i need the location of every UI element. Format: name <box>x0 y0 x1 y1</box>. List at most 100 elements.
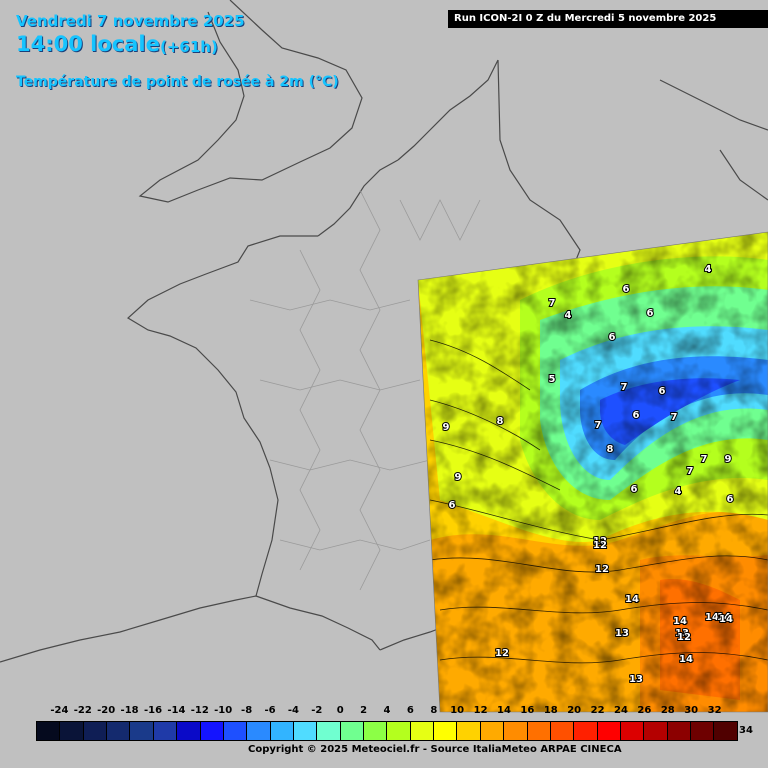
contour-label: 12 <box>495 648 509 659</box>
parameter-title: Température de point de rosée à 2m (°C) <box>16 74 339 90</box>
contour-label: 14 <box>717 612 731 623</box>
legend-swatch <box>457 722 481 740</box>
legend-tick-label: 20 <box>567 705 582 716</box>
legend-swatch <box>60 722 84 740</box>
legend-tick-label: -12 <box>190 705 209 716</box>
legend-swatch <box>434 722 458 740</box>
domain-outline <box>417 231 768 713</box>
legend-swatch <box>293 722 318 740</box>
forecast-date: Vendredi 7 novembre 2025 <box>16 12 245 30</box>
legend-swatch <box>597 722 621 740</box>
legend-swatch <box>504 722 528 740</box>
contour-label: 8 <box>497 416 504 427</box>
contour-label: 12 <box>593 540 607 551</box>
legend-tick-label: -4 <box>287 705 299 716</box>
legend-swatch <box>714 722 737 740</box>
contour-label: 6 <box>647 308 654 319</box>
color-legend <box>36 721 738 741</box>
legend-swatch <box>83 722 108 740</box>
legend-tick-label: -8 <box>241 705 253 716</box>
department-borders <box>249 189 481 591</box>
legend-swatch <box>387 722 411 740</box>
contour-label: 14 <box>625 594 639 605</box>
contour-label: 6 <box>449 500 456 511</box>
contour-label: 6 <box>609 332 616 343</box>
legend-tick-label: 32 <box>707 705 722 716</box>
legend-swatch <box>410 722 435 740</box>
legend-tick-label: 6 <box>406 705 414 716</box>
legend-tick-label: 2 <box>360 705 368 716</box>
contour-label: 9 <box>443 422 450 433</box>
contour-label: 5 <box>549 374 556 385</box>
legend-tick-label: 4 <box>383 705 391 716</box>
contour-label: 14 <box>705 612 719 623</box>
run-info-text: Run ICON-2I 0 Z du Mercredi 5 novembre 2… <box>454 13 717 24</box>
contour-label: 4 <box>675 486 682 497</box>
legend-swatch <box>620 722 645 740</box>
contour-label: 6 <box>623 284 630 295</box>
contour-label: 6 <box>727 494 734 505</box>
legend-last-label: 34 <box>739 725 753 736</box>
legend-tick-label: 16 <box>520 705 535 716</box>
contour-label: 6 <box>659 386 666 397</box>
legend-tick-label: 10 <box>450 705 465 716</box>
legend-tick-label: -10 <box>214 705 233 716</box>
legend-swatch <box>223 722 248 740</box>
legend-ticks: -24 -22 -20 -18 -16 -14 -12 -10 -8 -6 -4 -2 0 2 4 6 8 10 1… <box>0 705 768 736</box>
forecast-lead-time: (+61h) <box>160 38 218 56</box>
legend-swatch <box>153 722 178 740</box>
legend-swatch <box>550 722 575 740</box>
contour-label: 9 <box>455 472 462 483</box>
legend-swatch <box>177 722 201 740</box>
legend-swatch <box>480 722 505 740</box>
legend-swatch <box>107 722 131 740</box>
contour-label: 12 <box>593 536 607 547</box>
legend-swatch <box>644 722 668 740</box>
contour-label: 9 <box>725 454 732 465</box>
legend-swatch <box>691 722 715 740</box>
dewpoint-field <box>418 232 768 712</box>
legend-tick-label: 24 <box>614 705 628 716</box>
contour-label: 7 <box>671 412 678 423</box>
contour-label: 4 <box>565 310 572 321</box>
legend-swatch <box>270 722 294 740</box>
legend-tick-label: 8 <box>430 705 438 716</box>
legend-tick-label: -14 <box>167 705 186 716</box>
legend-tick-label: 28 <box>660 705 675 716</box>
legend-tick-label: 26 <box>637 705 652 716</box>
legend-tick-label: -6 <box>264 705 276 716</box>
contour-label: 7 <box>595 420 602 431</box>
contour-label: 13 <box>615 628 629 639</box>
contour-label: 6 <box>633 410 640 421</box>
legend-swatch <box>340 722 365 740</box>
legend-swatch <box>317 722 341 740</box>
legend-swatch <box>200 722 224 740</box>
contour-label: 14 <box>673 616 687 627</box>
legend-tick-label: -20 <box>97 705 116 716</box>
run-info-box: Run ICON-2I 0 Z du Mercredi 5 novembre 2… <box>448 10 768 28</box>
legend-swatch <box>364 722 388 740</box>
legend-swatch <box>527 722 551 740</box>
legend-tick-label: 18 <box>543 705 558 716</box>
legend-swatch <box>37 722 61 740</box>
legend-tick-label: 14 <box>497 705 511 716</box>
copyright-text: Copyright © 2025 Meteociel.fr - Source I… <box>248 744 622 755</box>
contour-label: 12 <box>677 632 691 643</box>
contour-label: 7 <box>621 382 628 393</box>
contour-lines <box>429 339 768 664</box>
legend-tick-label: -18 <box>120 705 139 716</box>
legend-tick-label: -16 <box>143 705 163 716</box>
legend-swatch <box>130 722 154 740</box>
contour-label: 13 <box>675 628 689 639</box>
legend-swatch <box>667 722 692 740</box>
legend-tick-label: -24 <box>50 705 69 716</box>
forecast-time: 14:00 locale <box>16 32 160 56</box>
legend-tick-label: 0 <box>336 705 344 716</box>
legend-tick-label: 30 <box>684 705 699 716</box>
contour-label: 7 <box>701 454 708 465</box>
legend-tick-label: -2 <box>311 705 323 716</box>
legend-tick-label: 12 <box>473 705 488 716</box>
